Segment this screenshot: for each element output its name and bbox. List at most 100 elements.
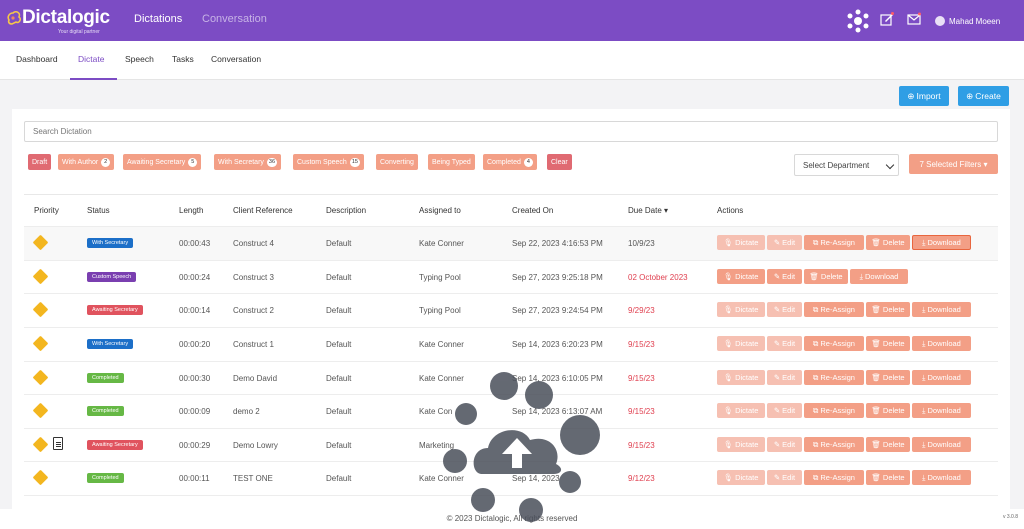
download-label: Download xyxy=(864,272,899,281)
header-status[interactable]: Status xyxy=(87,206,110,215)
dictate-button[interactable]: 🎙︎ Dictate xyxy=(717,336,765,351)
delete-button[interactable]: 🗑︎ Delete xyxy=(866,302,910,317)
reassign-button[interactable]: ⧉ Re-Assign xyxy=(804,370,864,385)
department-select[interactable]: Select Department xyxy=(794,154,899,176)
organization-icon[interactable] xyxy=(844,8,872,34)
delete-button[interactable]: 🗑︎ Delete xyxy=(866,235,910,250)
mic-icon: 🎙︎ xyxy=(723,440,734,449)
mic-icon: 🎙︎ xyxy=(723,406,734,415)
delete-button[interactable]: 🗑︎ Delete xyxy=(866,336,910,351)
download-button[interactable]: ⤓ Download xyxy=(912,470,971,485)
header-created-on[interactable]: Created On xyxy=(512,206,554,215)
chip-with-secretary[interactable]: With Secretary 36 xyxy=(214,154,282,170)
edit-button[interactable]: ✎ Edit xyxy=(767,336,802,351)
due-cell: 9/15/23 xyxy=(628,407,655,416)
delete-button[interactable]: 🗑︎ Delete xyxy=(866,403,910,418)
trash-icon: 🗑︎ xyxy=(809,272,819,281)
delete-button[interactable]: 🗑︎ Delete xyxy=(804,269,848,284)
import-button[interactable]: ⊕ Import xyxy=(899,86,949,106)
selected-filters-button[interactable]: 7 Selected Filters ▾ xyxy=(909,154,998,174)
user-menu[interactable]: Mahad Moeen xyxy=(935,16,1000,26)
download-button[interactable]: ⤓ Download xyxy=(912,302,971,317)
download-button[interactable]: ⤓ Download xyxy=(912,403,971,418)
reassign-button[interactable]: ⧉ Re-Assign xyxy=(804,302,864,317)
version-text: v 3.0.8 xyxy=(1002,514,1018,520)
search-input[interactable] xyxy=(24,121,998,142)
reassign-button[interactable]: ⧉ Re-Assign xyxy=(804,403,864,418)
mail-icon[interactable] xyxy=(907,12,921,26)
download-button[interactable]: ⤓ Download xyxy=(912,235,971,250)
description-cell: Default xyxy=(326,441,352,450)
document-icon[interactable] xyxy=(53,437,63,450)
chip-awaiting-secretary[interactable]: Awaiting Secretary 5 xyxy=(123,154,202,170)
reassign-button[interactable]: ⧉ Re-Assign xyxy=(804,470,864,485)
table-row[interactable]: Awaiting Secretary 00:00:29 Demo Lowry D… xyxy=(24,428,998,462)
status-badge: Awaiting Secretary xyxy=(87,440,143,450)
header-length[interactable]: Length xyxy=(179,206,204,215)
dictate-button[interactable]: 🎙︎ Dictate xyxy=(717,370,765,385)
header-client-reference[interactable]: Client Reference xyxy=(233,206,293,215)
chip-draft[interactable]: Draft xyxy=(28,154,52,170)
download-label: Download xyxy=(927,473,961,482)
edit-button[interactable]: ✎ Edit xyxy=(767,370,802,385)
download-button[interactable]: ⤓ Download xyxy=(912,437,971,452)
download-button[interactable]: ⤓ Download xyxy=(912,370,971,385)
delete-button[interactable]: 🗑︎ Delete xyxy=(866,470,910,485)
create-button[interactable]: ⊕ Create xyxy=(958,86,1009,106)
chip-clear[interactable]: Clear xyxy=(547,154,572,170)
created-cell: Sep 14, 2023 6:10:05 PM xyxy=(512,374,603,383)
download-label: Download xyxy=(927,373,961,382)
assigned-cell: Kate Conner xyxy=(419,474,464,483)
app-logo[interactable]: Dictalogic Your digital partner xyxy=(6,7,116,37)
header-priority[interactable]: Priority xyxy=(34,206,59,215)
edit-label: Edit xyxy=(782,272,796,281)
chip-completed[interactable]: Completed 4 xyxy=(483,154,537,170)
edit-label: Edit xyxy=(782,473,796,482)
delete-button[interactable]: 🗑︎ Delete xyxy=(866,370,910,385)
reassign-button[interactable]: ⧉ Re-Assign xyxy=(804,336,864,351)
tab-dashboard[interactable]: Dashboard xyxy=(16,54,58,64)
tab-dictate[interactable]: Dictate xyxy=(78,54,105,64)
chip-custom-speech[interactable]: Custom Speech 15 xyxy=(293,154,364,170)
table-row[interactable]: With Secretary 00:00:20 Construct 1 Defa… xyxy=(24,327,998,361)
dictate-button[interactable]: 🎙︎ Dictate xyxy=(717,403,765,418)
edit-button[interactable]: ✎ Edit xyxy=(767,403,802,418)
download-button[interactable]: ⤓ Download xyxy=(912,336,971,351)
download-button[interactable]: ⤓ Download xyxy=(850,269,908,284)
download-icon: ⤓ xyxy=(922,405,926,415)
reassign-button[interactable]: ⧉ Re-Assign xyxy=(804,437,864,452)
header-due-date[interactable]: Due Date ▾ xyxy=(628,206,668,215)
table-row[interactable]: Awaiting Secretary 00:00:14 Construct 2 … xyxy=(24,293,998,327)
chip-being-typed[interactable]: Being Typed xyxy=(428,154,475,170)
chip-with-author[interactable]: With Author 2 xyxy=(58,154,115,170)
table-row[interactable]: With Secretary 00:00:43 Construct 4 Defa… xyxy=(24,226,998,260)
dictate-button[interactable]: 🎙︎ Dictate xyxy=(717,470,765,485)
dictate-button[interactable]: 🎙︎ Dictate xyxy=(717,235,765,250)
delete-button[interactable]: 🗑︎ Delete xyxy=(866,437,910,452)
topnav-conversation[interactable]: Conversation xyxy=(202,13,267,25)
tab-speech[interactable]: Speech xyxy=(125,54,154,64)
edit-button[interactable]: ✎ Edit xyxy=(767,235,802,250)
chip-converting[interactable]: Converting xyxy=(376,154,418,170)
table-row[interactable]: Completed 00:00:30 Demo David Default Ka… xyxy=(24,361,998,395)
edit-button[interactable]: ✎ Edit xyxy=(767,302,802,317)
dictate-button[interactable]: 🎙︎ Dictate xyxy=(717,269,765,284)
header-description[interactable]: Description xyxy=(326,206,367,215)
edit-button[interactable]: ✎ Edit xyxy=(767,269,802,284)
tab-tasks[interactable]: Tasks xyxy=(172,54,194,64)
edit-button[interactable]: ✎ Edit xyxy=(767,470,802,485)
edit-button[interactable]: ✎ Edit xyxy=(767,437,802,452)
edit-note-icon[interactable] xyxy=(880,12,894,26)
reassign-button[interactable]: ⧉ Re-Assign xyxy=(804,235,864,250)
table-row[interactable] xyxy=(24,495,998,529)
dictate-button[interactable]: 🎙︎ Dictate xyxy=(717,437,765,452)
table-row[interactable]: Custom Speech 00:00:24 Construct 3 Defau… xyxy=(24,260,998,294)
assigned-cell: Typing Pool xyxy=(419,306,461,315)
dictate-label: Dictate xyxy=(735,238,759,247)
dictate-button[interactable]: 🎙︎ Dictate xyxy=(717,302,765,317)
tab-conversation[interactable]: Conversation xyxy=(211,54,262,64)
header-assigned-to[interactable]: Assigned to xyxy=(419,206,461,215)
status-badge: Completed xyxy=(87,406,124,416)
topnav-dictations[interactable]: Dictations xyxy=(134,13,183,25)
edit-label: Edit xyxy=(782,373,796,382)
